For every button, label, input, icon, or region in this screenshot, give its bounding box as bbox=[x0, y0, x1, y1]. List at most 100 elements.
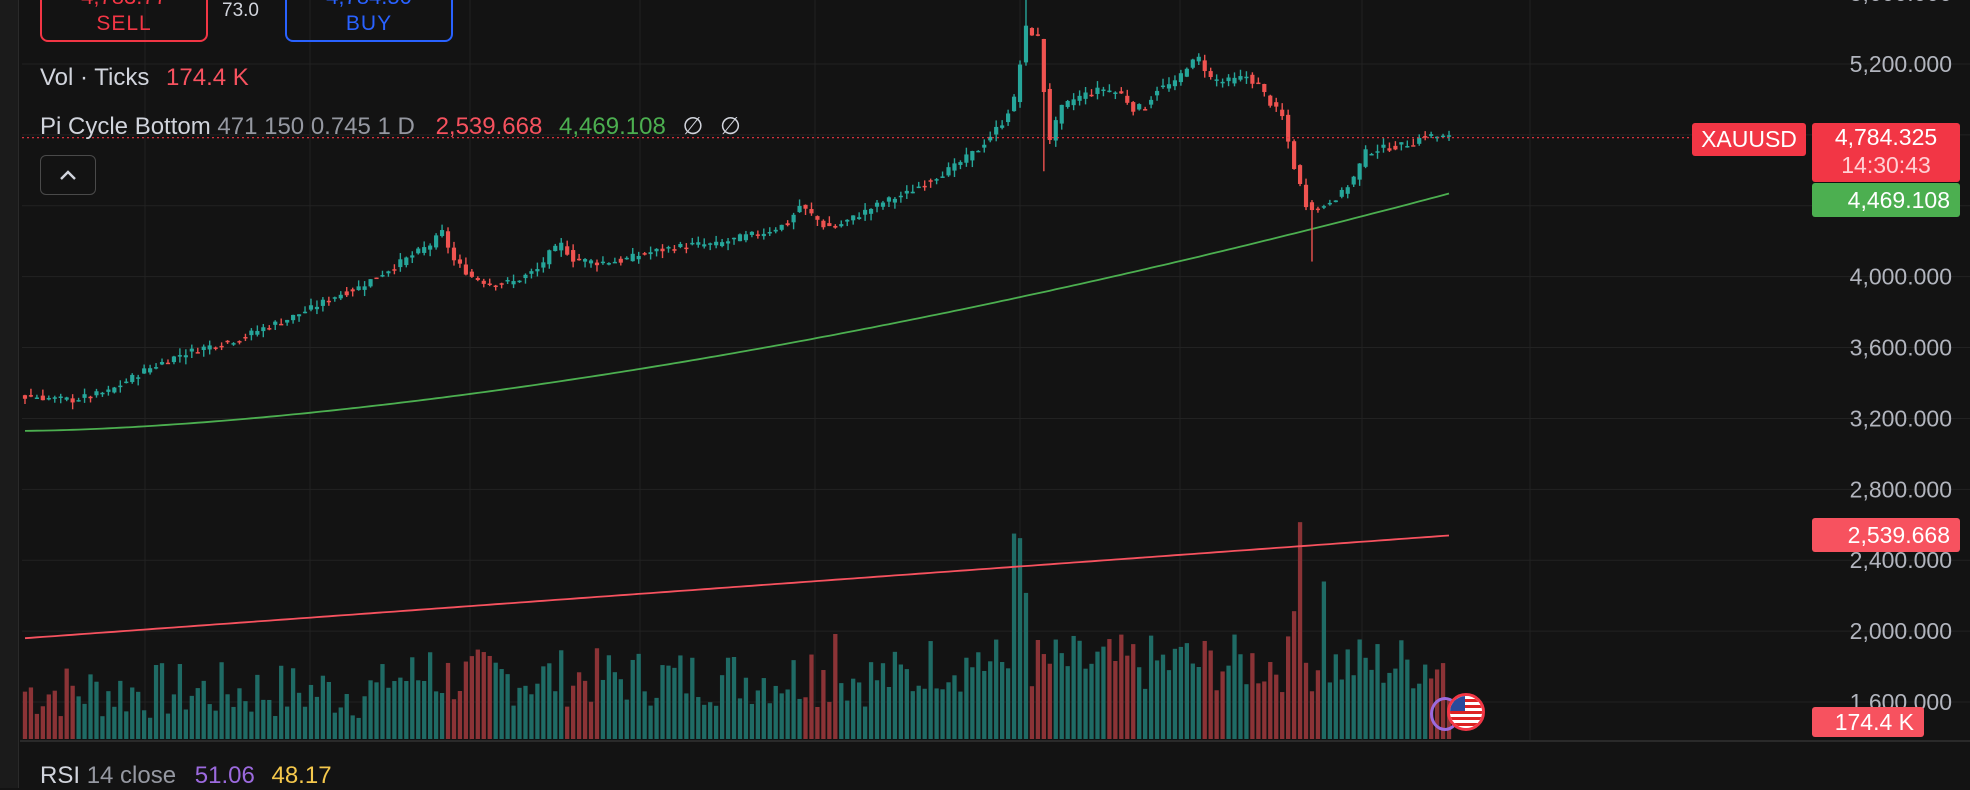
volume-bar bbox=[219, 662, 224, 739]
candle-body bbox=[535, 269, 540, 272]
candle-body bbox=[451, 247, 457, 261]
us-flag-icon[interactable] bbox=[1447, 693, 1485, 731]
candle-body bbox=[40, 395, 45, 401]
y-tick-label: 3,200.000 bbox=[1850, 405, 1952, 431]
volume-bar bbox=[672, 667, 677, 739]
volume-bar bbox=[1315, 670, 1321, 739]
candle-body bbox=[684, 247, 689, 250]
volume-bar bbox=[1393, 668, 1398, 739]
candle-body bbox=[1256, 82, 1261, 85]
volume-legend[interactable]: Vol · Ticks 174.4 K bbox=[40, 64, 249, 92]
candle-body bbox=[547, 250, 552, 265]
candle-body bbox=[308, 305, 314, 310]
candle-body bbox=[213, 347, 218, 349]
pi-upper-price-tag: 4,469.108 bbox=[1812, 183, 1960, 217]
candle-body bbox=[1220, 81, 1225, 84]
volume-bar bbox=[1172, 648, 1178, 739]
candle-body bbox=[207, 345, 212, 350]
candle-body bbox=[1303, 184, 1309, 208]
pi-cycle-na-1: ∅ bbox=[682, 113, 704, 140]
volume-bar bbox=[815, 706, 820, 739]
candle-body bbox=[1268, 95, 1273, 106]
volume-bar bbox=[940, 689, 945, 739]
candle-body bbox=[439, 230, 445, 236]
candle-body bbox=[1011, 96, 1017, 112]
candle-body bbox=[404, 257, 409, 266]
candle-body bbox=[553, 245, 558, 252]
candle-body bbox=[344, 291, 349, 296]
volume-bar bbox=[332, 712, 337, 739]
candle-body bbox=[237, 341, 242, 343]
candle-body bbox=[648, 252, 653, 255]
volume-bar bbox=[636, 653, 641, 739]
volume-bar bbox=[1387, 672, 1392, 739]
candle-body bbox=[177, 355, 182, 357]
volume-bar bbox=[988, 661, 993, 739]
volume-bar bbox=[821, 670, 826, 739]
candle-body bbox=[493, 285, 498, 288]
volume-bar bbox=[1113, 660, 1118, 739]
volume-bar bbox=[1309, 691, 1315, 739]
candle-body bbox=[1137, 104, 1142, 110]
volume-bar bbox=[1131, 644, 1136, 739]
buy-button[interactable]: 4,784.50 BUY bbox=[285, 0, 453, 42]
candle-body bbox=[76, 400, 81, 402]
sell-button[interactable]: 4,783.77 SELL bbox=[40, 0, 208, 42]
current-price-value: 4,784.325 bbox=[1834, 124, 1938, 150]
candle-body bbox=[1399, 142, 1404, 145]
candle-body bbox=[767, 231, 772, 234]
volume-bar bbox=[1220, 671, 1225, 739]
volume-bar bbox=[142, 710, 147, 739]
volume-bar bbox=[189, 695, 194, 739]
candle-body bbox=[1107, 90, 1112, 93]
volume-bar bbox=[660, 665, 665, 739]
volume-bar bbox=[648, 705, 653, 739]
candle-body bbox=[1035, 34, 1040, 36]
volume-bar bbox=[326, 681, 331, 739]
candle-body bbox=[314, 306, 320, 310]
volume-bar bbox=[64, 668, 69, 739]
candle-body bbox=[1178, 73, 1183, 83]
volume-bar bbox=[922, 688, 927, 739]
volume-bar bbox=[1280, 692, 1285, 739]
volume-bar bbox=[1375, 644, 1380, 739]
volume-bar bbox=[827, 701, 832, 739]
symbol-price-label: XAUUSD bbox=[1692, 123, 1806, 156]
volume-bar bbox=[1107, 639, 1112, 739]
volume-bar bbox=[88, 674, 93, 739]
volume-bar bbox=[690, 657, 695, 739]
candle-body bbox=[165, 362, 171, 365]
candle-body bbox=[505, 280, 510, 282]
volume-bar bbox=[642, 691, 647, 739]
candle-body bbox=[100, 392, 105, 395]
candle-body bbox=[273, 321, 278, 325]
candle-body bbox=[1095, 87, 1100, 94]
volume-bar bbox=[851, 678, 856, 739]
candle-body bbox=[1333, 200, 1338, 203]
volume-bar bbox=[773, 685, 778, 739]
candle-body bbox=[142, 368, 147, 374]
volume-bar bbox=[481, 652, 486, 739]
collapse-legend-button[interactable] bbox=[40, 155, 96, 195]
rsi-legend[interactable]: RSI 14 close 51.06 48.17 bbox=[40, 762, 332, 790]
pi-cycle-legend[interactable]: Pi Cycle Bottom 471 150 0.745 1 D 2,539.… bbox=[40, 112, 741, 141]
candle-body bbox=[642, 253, 647, 255]
volume-bar bbox=[803, 697, 808, 739]
volume-bar bbox=[1083, 668, 1088, 739]
volume-bar bbox=[1041, 654, 1046, 739]
volume-bar bbox=[606, 655, 612, 739]
candle-body bbox=[672, 249, 677, 251]
candle-body bbox=[952, 163, 957, 171]
candle-body bbox=[1131, 102, 1136, 112]
candle-body bbox=[124, 381, 129, 384]
volume-bar bbox=[70, 685, 75, 739]
volume-bar bbox=[1053, 639, 1058, 739]
volume-bar bbox=[755, 690, 760, 739]
volume-bar bbox=[964, 657, 969, 739]
candle-body bbox=[720, 242, 725, 247]
volume-bar bbox=[34, 713, 40, 739]
volume-bar bbox=[1208, 650, 1213, 739]
left-toolbar-edge bbox=[0, 0, 19, 788]
volume-bar bbox=[124, 711, 129, 739]
